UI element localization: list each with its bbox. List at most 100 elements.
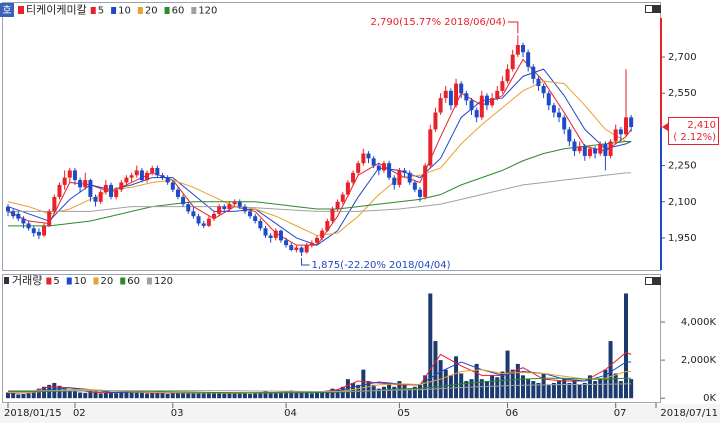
candle-body — [98, 192, 103, 202]
candle-body — [428, 129, 433, 166]
volume-bar — [562, 379, 567, 399]
candle-body — [479, 95, 484, 118]
volume-bar — [448, 375, 453, 399]
candle-body — [598, 143, 603, 154]
volume-bar — [88, 390, 93, 399]
candle-body — [582, 146, 587, 156]
legend-label: 5 — [53, 276, 59, 287]
candle-body — [67, 170, 72, 178]
volume-bar — [598, 379, 603, 399]
price-box — [668, 116, 719, 145]
x-tick-label: 07 — [614, 408, 627, 419]
volume-bar — [181, 392, 186, 399]
annotation-low: 1,875(-22.20% 2018/04/04) — [312, 260, 451, 271]
volume-bar — [371, 384, 376, 399]
candle-body — [335, 201, 340, 209]
legend-label: 10 — [74, 276, 87, 287]
volume-bar — [294, 390, 299, 399]
volume-bar — [361, 369, 366, 399]
volume-bar — [139, 392, 144, 399]
volume-bar — [309, 393, 314, 399]
candle-body — [212, 213, 216, 219]
volume-bar — [618, 381, 623, 399]
volume-bar — [160, 393, 165, 399]
volume-bar — [155, 392, 160, 399]
volume-bar — [515, 363, 520, 399]
legend-label: 20 — [145, 6, 158, 17]
volume-bar — [170, 393, 175, 399]
legend-swatch — [93, 277, 99, 285]
volume-bar — [551, 382, 556, 399]
candle-body — [273, 230, 278, 238]
candle-body — [438, 98, 443, 113]
x-axis-strip — [0, 404, 720, 423]
volume-bar — [381, 386, 386, 399]
candle-body — [124, 177, 129, 183]
legend-swatch — [111, 7, 117, 14]
volume-bar — [459, 373, 464, 399]
candle-body — [289, 245, 294, 250]
candle-body — [603, 143, 608, 156]
legend-label: 10 — [118, 6, 131, 17]
volume-bar — [93, 391, 98, 399]
candle-body — [536, 78, 541, 87]
legend-swatch — [46, 277, 52, 285]
candle-body — [613, 129, 618, 142]
candle-body — [459, 83, 464, 94]
volume-bar — [134, 390, 139, 399]
candle-body — [119, 182, 124, 190]
legend-swatch — [164, 7, 170, 14]
x-tick-label: 03 — [171, 408, 184, 419]
candle-body — [320, 230, 325, 238]
volume-bar — [145, 393, 150, 399]
volume-bar — [557, 381, 562, 399]
candle-body — [412, 182, 417, 190]
y-tick-label: 0K — [703, 393, 716, 404]
volume-bar — [21, 394, 26, 399]
close-button[interactable] — [653, 277, 661, 285]
candle-body — [93, 196, 98, 202]
candle-body — [227, 204, 232, 209]
volume-bar — [325, 390, 330, 399]
volume-bar — [315, 392, 319, 399]
candle-body — [392, 177, 397, 185]
candle-body — [567, 129, 572, 142]
volume-bar — [526, 379, 531, 399]
candle-body — [186, 204, 191, 212]
candle-body — [196, 216, 201, 224]
candle-body — [629, 117, 634, 127]
volume-bar — [541, 373, 546, 399]
candle-body — [593, 148, 598, 154]
candle-body — [6, 206, 10, 212]
candle-body — [345, 182, 350, 195]
volume-bar — [587, 375, 592, 399]
volume-bar — [608, 341, 613, 399]
candle-body — [500, 81, 505, 91]
volume-bar — [567, 382, 572, 399]
y-tick-label: 2,250 — [668, 161, 697, 172]
maximize-button[interactable] — [645, 277, 653, 285]
candle-body — [191, 211, 196, 217]
annotation-high: 2,790(15.77% 2018/06/04) — [370, 17, 505, 28]
volume-bar — [479, 379, 484, 399]
candle-body — [495, 90, 500, 99]
tab-label: 호 — [2, 5, 11, 17]
maximize-button[interactable] — [645, 5, 653, 13]
candle-body — [402, 170, 407, 173]
volume-bar — [629, 379, 634, 399]
tab-button[interactable] — [0, 3, 14, 17]
candle-body — [103, 184, 108, 193]
x-tick-label: 2018/01/15 — [4, 408, 62, 419]
volume-bar — [572, 381, 577, 399]
volume-bar — [191, 392, 196, 399]
candle-body — [181, 196, 186, 205]
candle-body — [129, 175, 134, 178]
candle-body — [618, 129, 623, 135]
y-tick-label: 2,700 — [668, 52, 697, 63]
x-tick-label: 06 — [506, 408, 519, 419]
candle-body — [551, 105, 556, 113]
moving-average-line — [8, 140, 632, 227]
close-button[interactable] — [653, 5, 661, 13]
candle-body — [526, 52, 531, 67]
candle-body — [21, 218, 26, 224]
